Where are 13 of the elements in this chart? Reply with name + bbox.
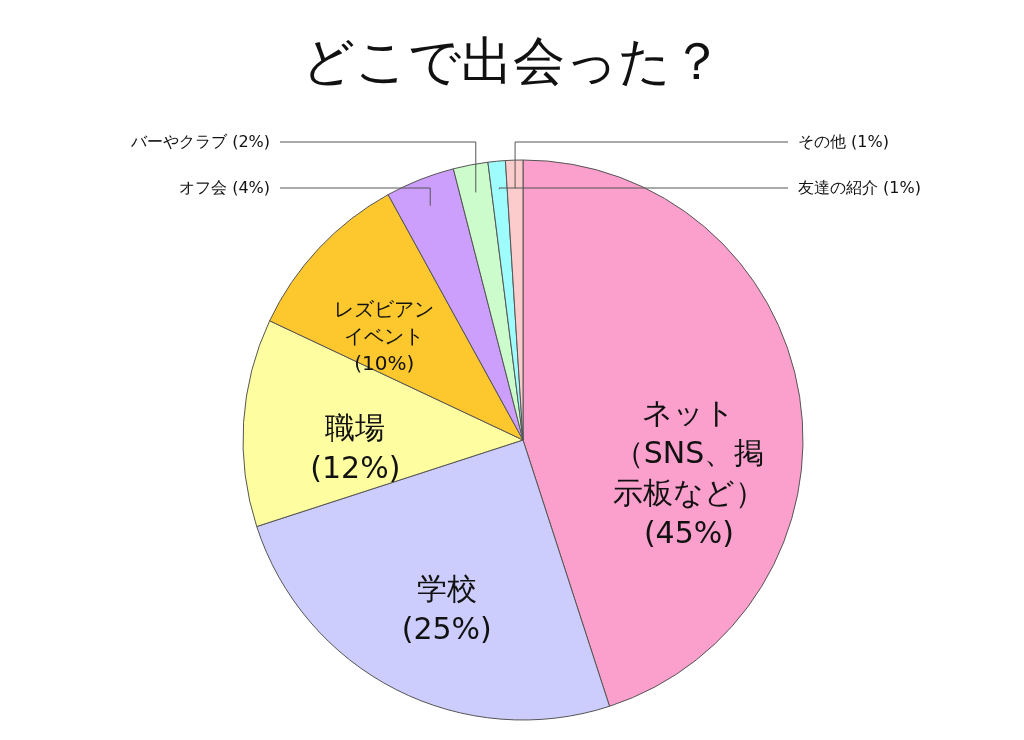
slice-label: 友達の紹介 (1%) [798, 178, 921, 197]
slice-label: バーやクラブ (2%) [130, 132, 270, 151]
slice-label: ネット（SNS、掲示板など） [612, 394, 765, 510]
data-label: (45%) [643, 514, 734, 550]
data-label: (12%) [310, 450, 401, 486]
chart-title: どこで出会った？ [301, 31, 723, 91]
slice-label: 職場 [325, 410, 386, 446]
slice-label: その他 (1%) [798, 132, 889, 151]
data-label: (10%) [354, 350, 415, 375]
data-label: (25%) [401, 610, 492, 646]
slice-label: レズビアンイベント [334, 296, 435, 348]
slice-label: 学校 [416, 570, 477, 606]
slice-label: オフ会 (4%) [179, 178, 270, 197]
